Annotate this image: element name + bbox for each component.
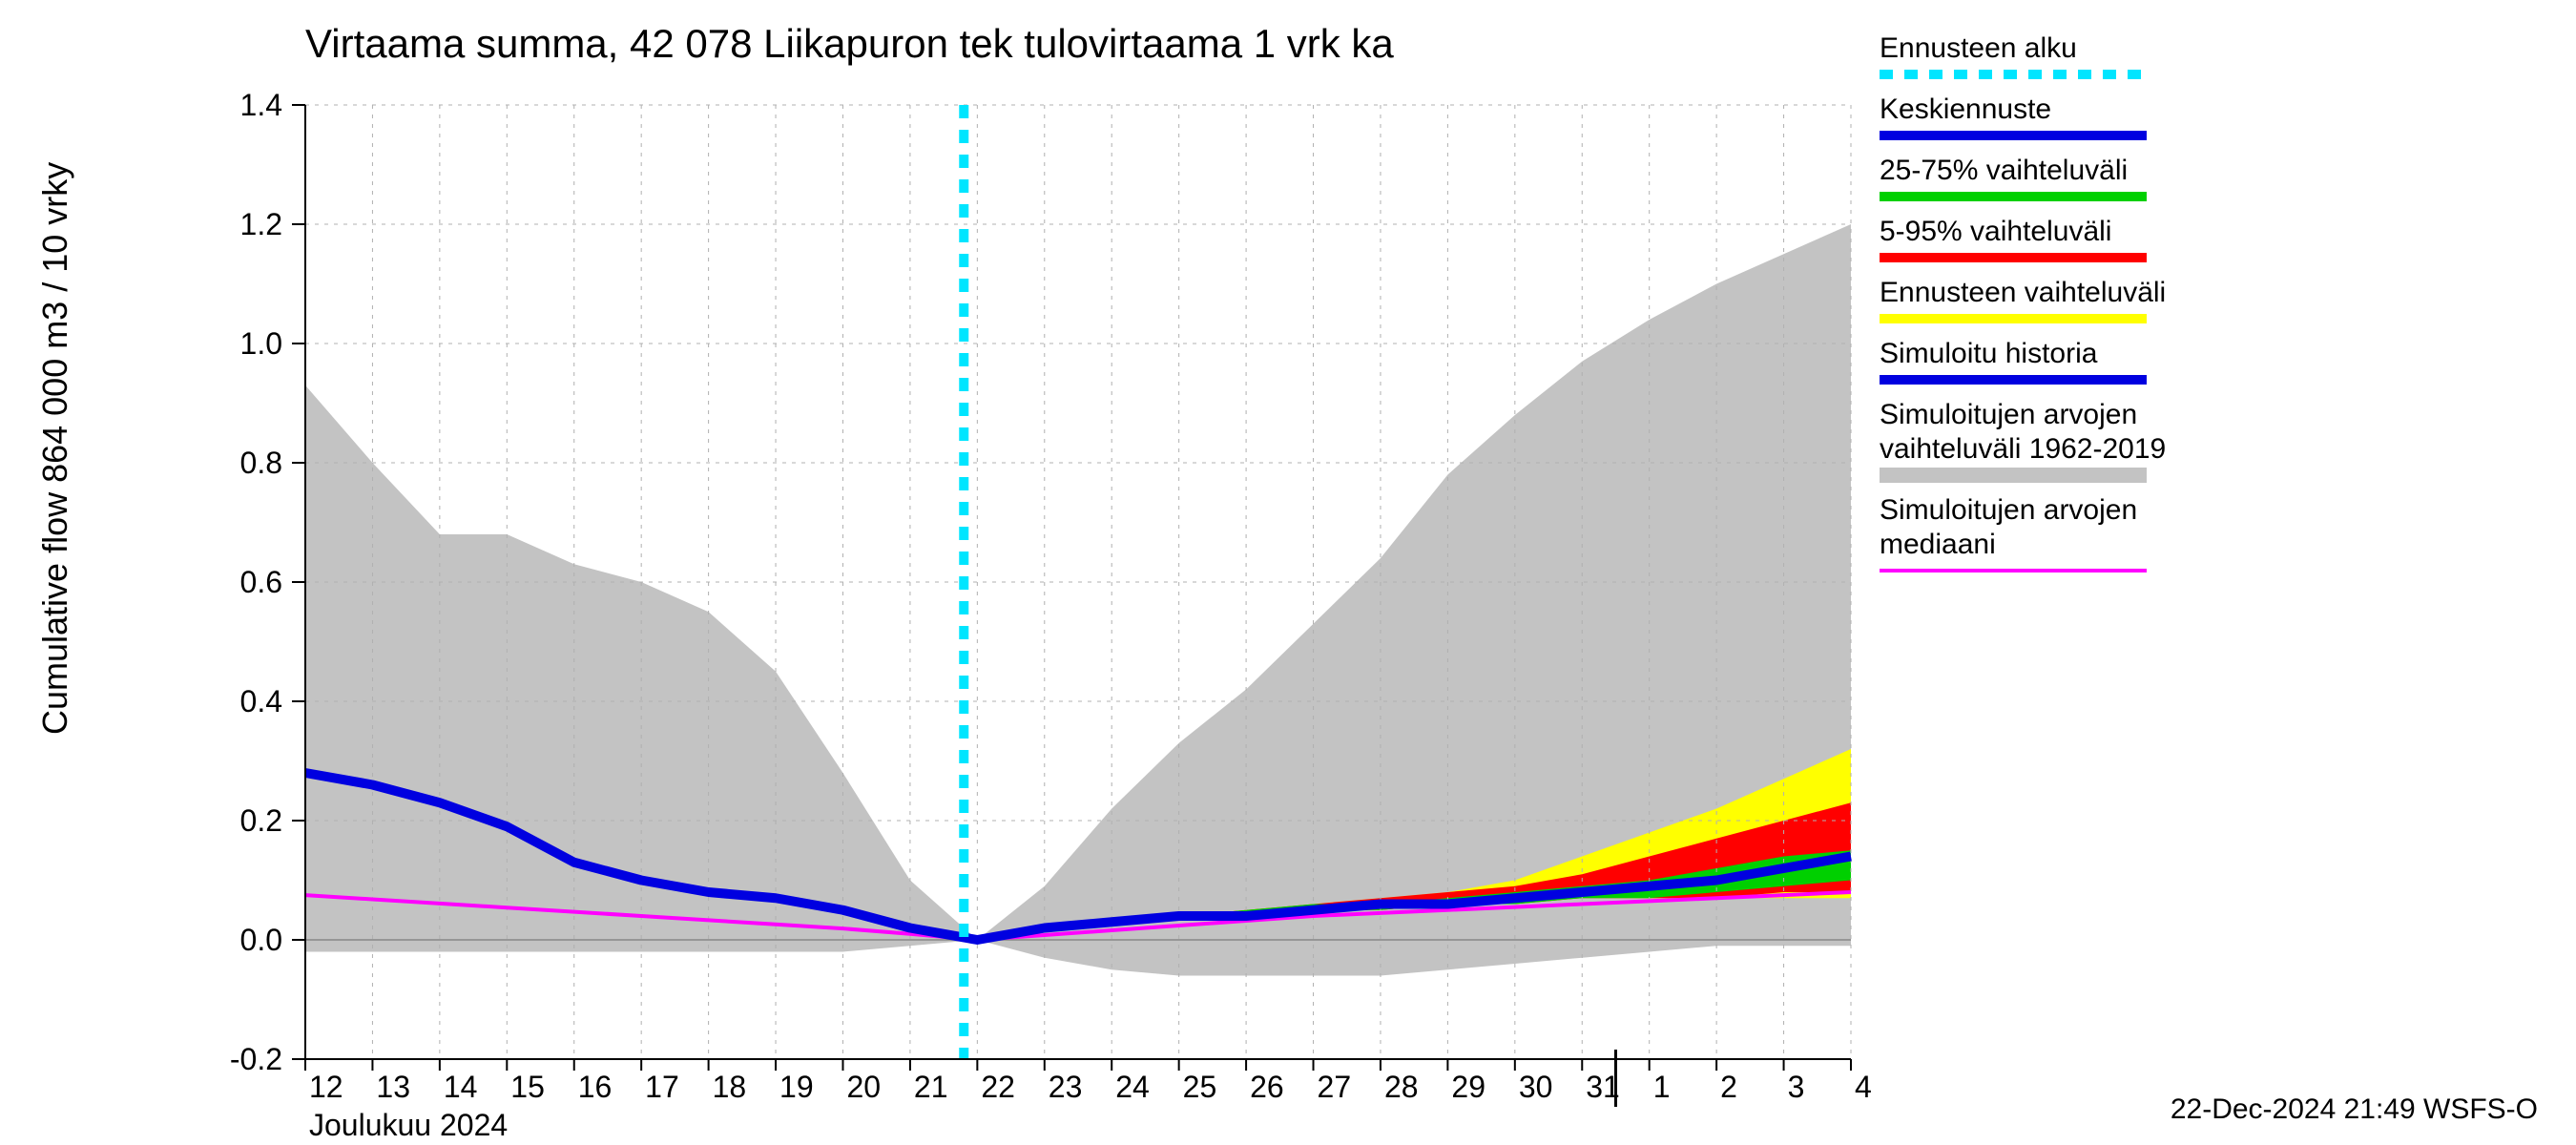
legend-label: Keskiennuste <box>1880 94 2051 125</box>
y-tick-label: 0.2 <box>240 803 282 838</box>
x-tick-label: 24 <box>1115 1070 1150 1104</box>
y-axis-label: Cumulative flow 864 000 m3 / 10 vrky <box>35 162 74 735</box>
x-tick-label: 3 <box>1788 1070 1805 1104</box>
x-tick-label: 27 <box>1318 1070 1352 1104</box>
chart-title: Virtaama summa, 42 078 Liikapuron tek tu… <box>305 21 1394 66</box>
x-tick-label: 31 <box>1586 1070 1620 1104</box>
x-month-fi: Joulukuu 2024 <box>309 1108 508 1142</box>
x-tick-label: 12 <box>309 1070 343 1104</box>
x-tick-label: 1 <box>1653 1070 1671 1104</box>
legend-label: mediaani <box>1880 529 1996 560</box>
x-tick-label: 17 <box>645 1070 679 1104</box>
x-tick-label: 15 <box>510 1070 545 1104</box>
y-tick-label: -0.2 <box>230 1042 282 1076</box>
legend-label: Simuloitujen arvojen <box>1880 494 2137 526</box>
legend-label: Ennusteen alku <box>1880 32 2077 64</box>
x-tick-label: 20 <box>846 1070 881 1104</box>
x-tick-label: 4 <box>1855 1070 1872 1104</box>
x-tick-label: 19 <box>779 1070 814 1104</box>
x-tick-label: 14 <box>444 1070 478 1104</box>
y-tick-label: 0.6 <box>240 565 282 599</box>
x-tick-label: 30 <box>1519 1070 1553 1104</box>
x-tick-label: 25 <box>1183 1070 1217 1104</box>
legend-label: 25-75% vaihteluväli <box>1880 155 2128 186</box>
chart-container: -0.20.00.20.40.60.81.01.21.4121314151617… <box>0 0 2576 1145</box>
x-tick-label: 21 <box>914 1070 948 1104</box>
y-tick-label: 1.2 <box>240 207 282 241</box>
legend-label: Simuloitu historia <box>1880 338 2098 369</box>
x-tick-label: 16 <box>578 1070 613 1104</box>
y-tick-label: 1.0 <box>240 326 282 361</box>
y-tick-label: 0.0 <box>240 923 282 957</box>
y-tick-label: 0.8 <box>240 446 282 480</box>
footer-timestamp: 22-Dec-2024 21:49 WSFS-O <box>2171 1093 2538 1125</box>
x-tick-label: 29 <box>1451 1070 1485 1104</box>
x-tick-label: 23 <box>1049 1070 1083 1104</box>
x-tick-label: 13 <box>376 1070 410 1104</box>
x-tick-label: 26 <box>1250 1070 1284 1104</box>
y-tick-label: 0.4 <box>240 684 282 718</box>
x-tick-label: 18 <box>713 1070 747 1104</box>
y-tick-label: 1.4 <box>240 88 282 122</box>
legend-label: vaihteluväli 1962-2019 <box>1880 433 2166 465</box>
legend-label: 5-95% vaihteluväli <box>1880 216 2111 247</box>
x-tick-label: 22 <box>981 1070 1015 1104</box>
legend-label: Simuloitujen arvojen <box>1880 399 2137 430</box>
legend-label: Ennusteen vaihteluväli <box>1880 277 2166 308</box>
x-tick-label: 28 <box>1384 1070 1419 1104</box>
chart-svg: -0.20.00.20.40.60.81.01.21.4121314151617… <box>0 0 2576 1145</box>
x-tick-label: 2 <box>1720 1070 1737 1104</box>
